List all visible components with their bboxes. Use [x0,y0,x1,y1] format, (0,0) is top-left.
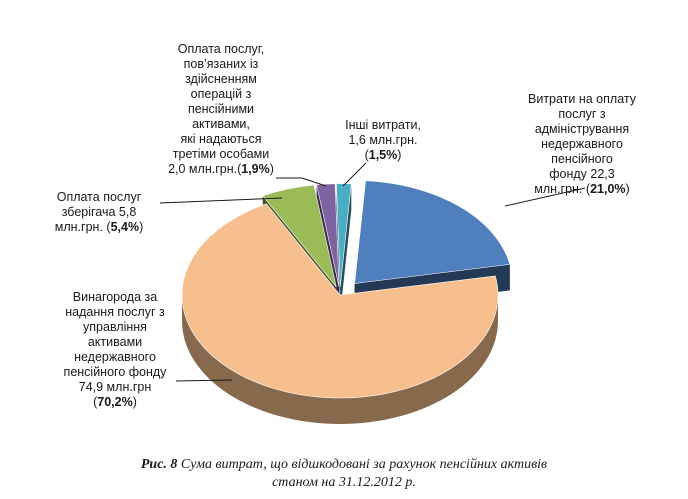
label-asset-open: ( [93,395,98,409]
label-third-line: пов’язаних із [183,57,259,71]
label-admin-last: млн.грн. ( [534,182,591,196]
label-custodian-close: ) [139,220,144,234]
label-admin-close: ) [625,182,630,196]
label-third-party: Оплата послуг, пов’язаних із здійсненням… [150,42,292,177]
leader-admin [504,187,586,207]
label-asset-line: управління [83,320,147,334]
leader-lines [159,162,586,382]
label-custodian-last: млн.грн. ( [54,220,111,234]
label-other-close: ) [397,148,402,162]
label-asset-line: недержавного [74,350,156,364]
caption-line-1: Рис. 8 Сума витрат, що відшкодовані за р… [0,456,688,474]
label-third-line: активами, [192,117,250,131]
label-third-line: Оплата послуг, [177,42,265,56]
label-other-open: ( [364,148,369,162]
label-third-line: які надаються [180,132,262,146]
label-asset-line: Винагорода за [72,290,158,304]
label-third-line: третіми особами [172,147,270,161]
slice-custodian [262,184,337,288]
caption-line-2: станом на 31.12.2012 р. [272,475,416,490]
label-admin-value: млн.грн. (21,0%) [508,182,656,197]
label-third-line: здійсненням [185,72,257,86]
label-admin-line: послуг з [558,107,606,121]
label-custodian-percent: 5,4% [110,220,140,234]
label-admin-line: адміністрування [534,122,630,136]
caption-text: Сума витрат, що відшкодовані за рахунок … [177,457,548,472]
label-other: Інші витрати, 1,6 млн.грн. (1,5%) [338,118,428,163]
label-third-line: операцій з [190,87,252,101]
label-custodian: Оплата послуг зберігача 5,8 млн.грн. (5,… [38,190,160,235]
label-admin-percent: 21,0% [590,182,626,196]
leader-custodian [159,197,283,204]
label-other-line: 1,6 млн.грн. [348,133,418,147]
slice-asset-mgmt-side [182,295,498,424]
leader-third-party [276,177,327,187]
label-asset-line: активами [87,335,143,349]
slice-asset-mgmt [181,203,499,399]
label-third-percent: 1,9% [241,162,270,176]
label-asset-close: ) [132,395,137,409]
label-other-percent: 1,5% [368,148,398,162]
label-admin-line: недержавного [541,137,623,151]
label-asset-line: пенсійного фонду [63,365,167,379]
label-custodian-line: зберігача 5,8 [61,205,137,219]
label-third-close: ) [269,162,274,176]
slice-other [336,183,352,287]
label-admin-line: Витрати на оплату [528,92,636,106]
label-custodian-value: млн.грн. (5,4%) [38,220,160,235]
label-other-value: (1,5%) [338,148,428,163]
label-asset-mgmt: Винагорода за надання послуг з управлінн… [50,290,180,410]
label-admin: Витрати на оплату послуг з адмініструван… [508,92,656,197]
label-third-line: пенсійними [187,102,255,116]
label-asset-value: (70,2%) [50,395,180,410]
label-custodian-line: Оплата послуг [56,190,142,204]
label-admin-line: пенсійного [551,152,613,166]
caption-prefix: Рис. 8 [140,457,178,472]
label-third-value: 2,0 млн.грн.(1,9%) [150,162,292,177]
slice-other-cut-1 [340,183,352,313]
label-admin-line: фонду 22,3 [549,167,615,181]
slice-admin [354,180,511,284]
leader-other [342,162,367,187]
label-other-line: Інші витрати, [345,118,421,132]
label-asset-line: 74,9 млн.грн [78,380,152,394]
figure-caption: Рис. 8 Сума витрат, що відшкодовані за р… [0,456,688,492]
pie-slices [181,180,511,424]
leader-asset [175,379,233,382]
label-asset-percent: 70,2% [97,395,133,409]
pie-chart [159,162,586,424]
slice-third-party [316,183,340,287]
label-asset-line: надання послуг з [65,305,165,319]
label-third-last: 2,0 млн.грн.( [168,162,242,176]
